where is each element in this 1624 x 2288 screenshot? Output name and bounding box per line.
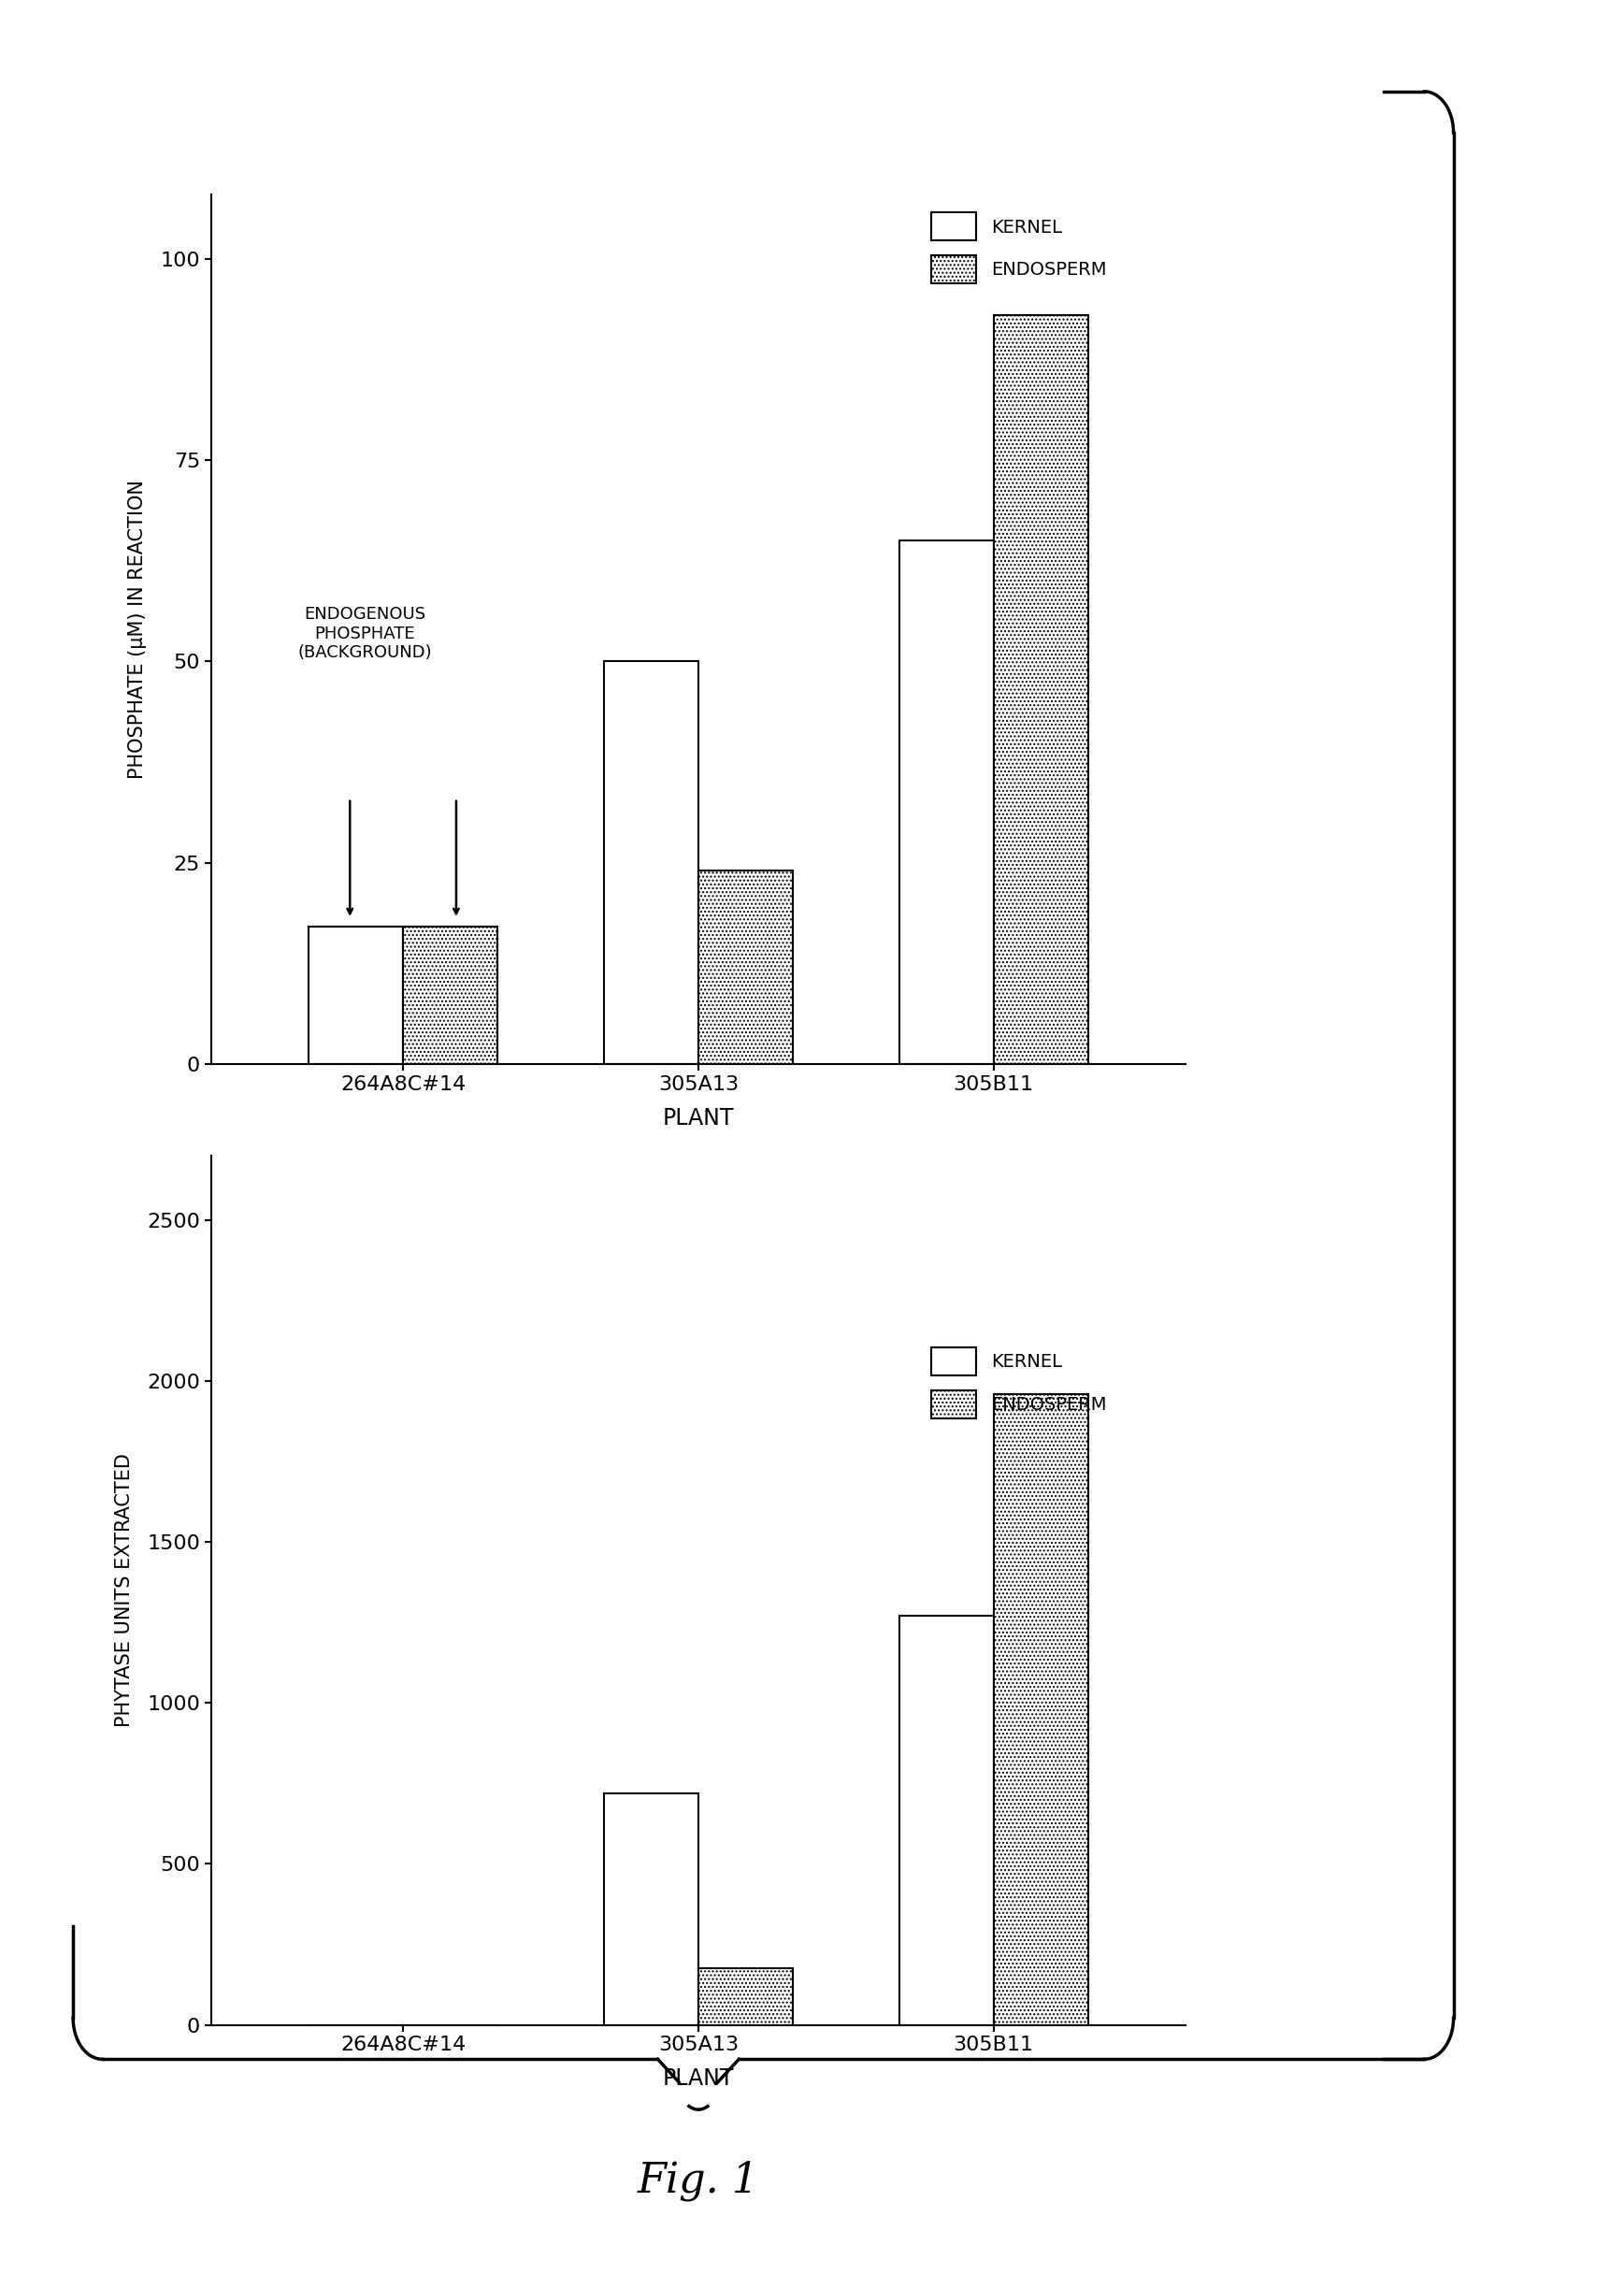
Bar (604, 1794, 698, 2025)
Bar (994, 1393, 1088, 2025)
Text: Fig. 1: Fig. 1 (638, 2160, 758, 2201)
Legend: KERNEL, ENDOSPERM: KERNEL, ENDOSPERM (922, 1338, 1116, 1428)
X-axis label: PLANT: PLANT (663, 1107, 734, 1128)
Bar (604, 661, 698, 1064)
Bar (994, 316, 1088, 1064)
Text: ENDOGENOUS
PHOSPHATE
(BACKGROUND): ENDOGENOUS PHOSPHATE (BACKGROUND) (297, 606, 432, 661)
Bar (698, 872, 793, 1064)
Bar (403, 927, 497, 1064)
X-axis label: PLANT: PLANT (663, 2068, 734, 2089)
Y-axis label: PHYTASE UNITS EXTRACTED: PHYTASE UNITS EXTRACTED (115, 1453, 133, 1727)
Y-axis label: PHOSPHATE (μM) IN REACTION: PHOSPHATE (μM) IN REACTION (128, 480, 148, 778)
Bar (900, 1615, 994, 2025)
Bar (698, 1968, 793, 2025)
Legend: KERNEL, ENDOSPERM: KERNEL, ENDOSPERM (922, 204, 1116, 293)
Bar (900, 540, 994, 1064)
Bar (309, 927, 403, 1064)
